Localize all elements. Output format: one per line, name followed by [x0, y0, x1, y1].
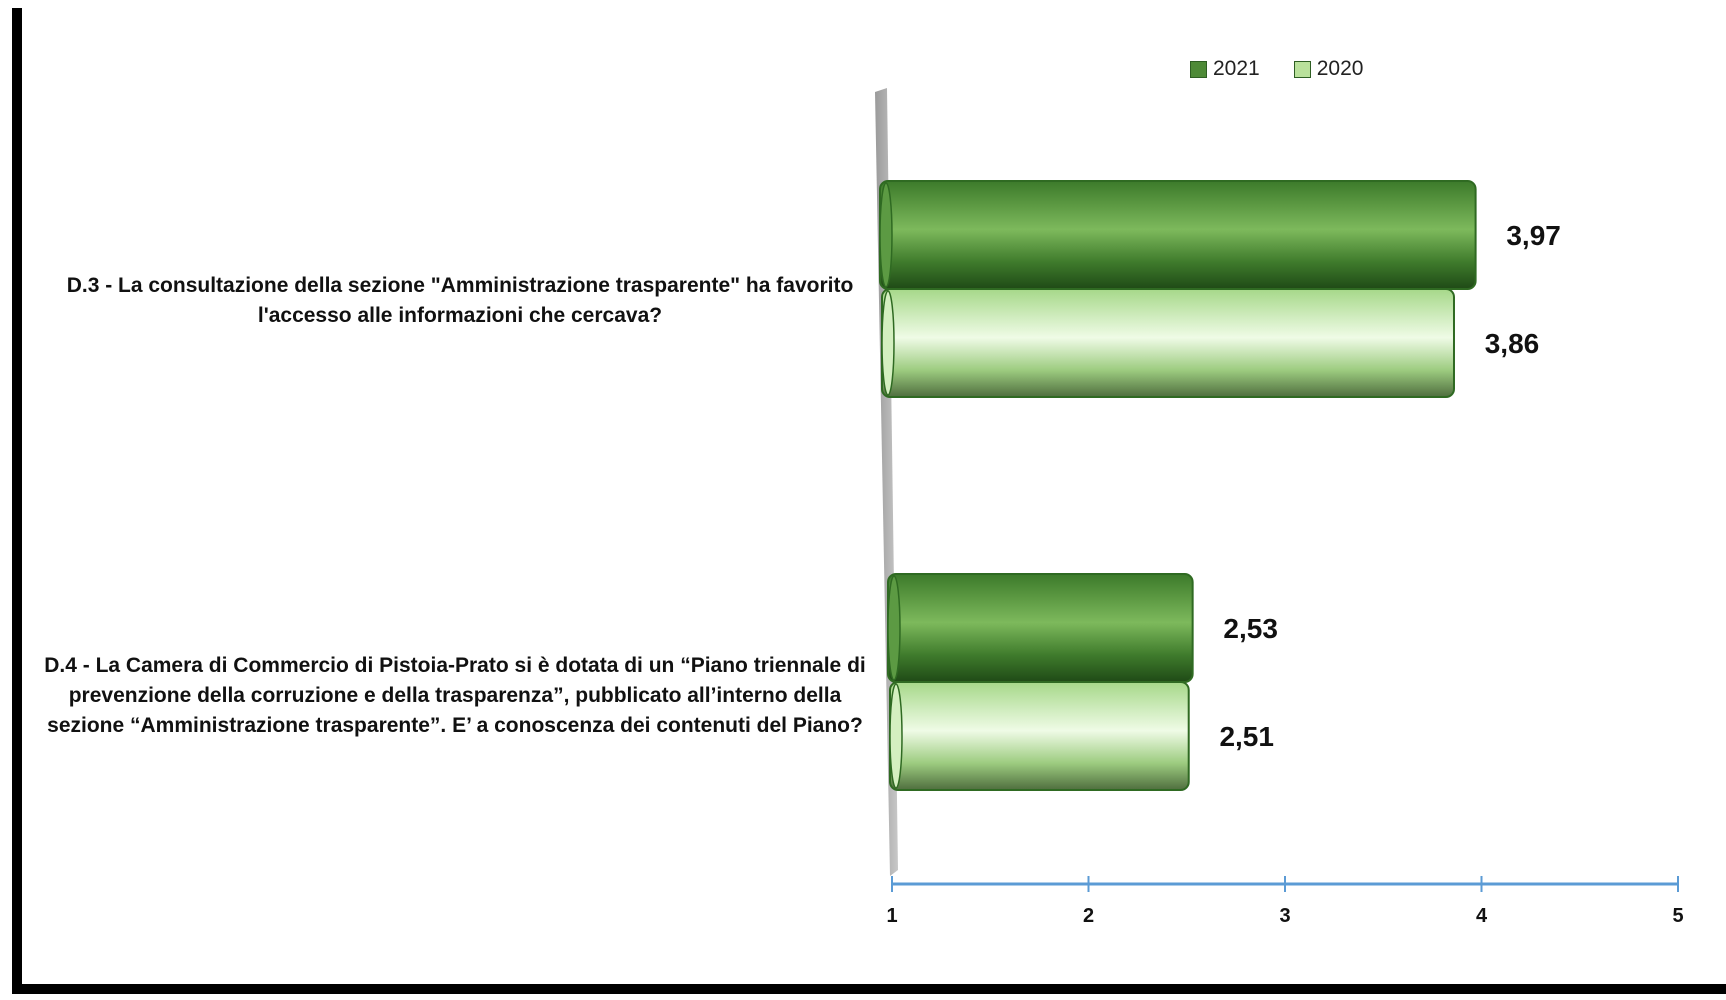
data-label-2021-d3: 3,97 [1506, 220, 1561, 251]
frame-bottom-border [12, 984, 1726, 994]
bar-cap-2021-d4 [887, 575, 901, 681]
category-label-d4-line-3: sezione “Amministrazione trasparente”. E… [47, 714, 863, 737]
bar-2020-d3 [881, 288, 1455, 398]
bar-cap-2020-d4 [889, 683, 903, 789]
legend-swatch-2020 [1293, 60, 1311, 78]
legend-item-2021: 2021 [1190, 57, 1260, 81]
legend-swatch-2021 [1190, 60, 1207, 78]
bar-2021-d3 [879, 180, 1477, 290]
x-tick-label: 4 [1476, 905, 1488, 927]
category-label-d4: D.4 - La Camera di Commercio di Pistoia-… [30, 651, 880, 741]
x-tick-label: 2 [1083, 905, 1094, 927]
chart-legend: 2021 2020 [1190, 57, 1363, 81]
x-tick-label: 1 [886, 905, 897, 927]
legend-label-2020: 2020 [1316, 57, 1364, 80]
bar-cap-2020-d3 [881, 290, 895, 396]
bar-2021-d4 [887, 573, 1194, 683]
category-label-d3-line-1: D.3 - La consultazione della sezione "Am… [66, 274, 854, 297]
category-label-d4-line-1: D.4 - La Camera di Commercio di Pistoia-… [44, 654, 866, 677]
frame-left-border [12, 8, 22, 990]
legend-item-2020: 2020 [1293, 57, 1364, 81]
bar-cap-2021-d3 [879, 182, 893, 288]
data-label-2020-d4: 2,51 [1219, 721, 1274, 752]
bar-2020-d4 [889, 681, 1190, 791]
category-label-d4-line-2: prevenzione della corruzione e della tra… [68, 684, 842, 707]
legend-label-2021: 2021 [1213, 57, 1260, 80]
data-label-2021-d4: 2,53 [1223, 613, 1278, 644]
data-label-2020-d3: 3,86 [1485, 328, 1540, 359]
category-label-d3-line-2: l'accesso alle informazioni che cercava? [257, 304, 663, 327]
category-label-d3: D.3 - La consultazione della sezione "Am… [50, 271, 870, 331]
x-tick-label: 3 [1279, 905, 1290, 927]
x-tick-label: 5 [1672, 905, 1683, 927]
